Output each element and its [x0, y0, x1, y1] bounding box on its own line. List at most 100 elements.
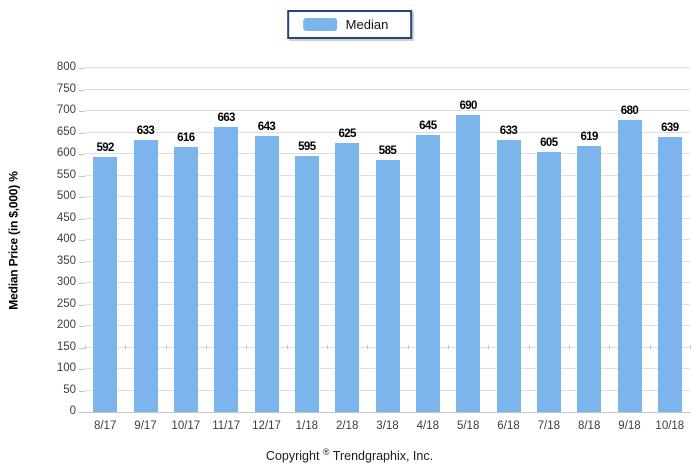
legend: Median — [286, 10, 413, 39]
bar-value-label: 639 — [661, 122, 679, 135]
x-tick-mark — [125, 345, 127, 349]
x-tick-label: 4/18 — [416, 420, 440, 432]
x-tick-label: 2/18 — [335, 420, 359, 432]
bar-value-label: 595 — [298, 141, 316, 154]
x-tick-mark — [448, 345, 449, 349]
y-tick-label: 600 — [56, 147, 76, 159]
x-tick-label: 6/18 — [497, 420, 520, 432]
x-tick-mark — [488, 345, 490, 349]
bar — [93, 157, 118, 412]
x-tick-label: 7/18 — [537, 420, 561, 432]
x-tick-mark — [327, 345, 328, 349]
bar — [456, 115, 481, 412]
y-tick-label: 0 — [69, 405, 76, 417]
y-tick-mark — [79, 390, 85, 392]
x-tick-label: 10/17 — [171, 420, 201, 432]
registered-symbol: ® — [322, 447, 330, 457]
bar-value-label: 643 — [257, 120, 276, 133]
y-tick-mark — [79, 240, 85, 241]
y-tick-mark — [79, 283, 85, 284]
y-tick-label: 350 — [56, 254, 76, 267]
bar — [657, 137, 682, 412]
bar-value-label: 645 — [419, 119, 437, 132]
bar-value-label: 680 — [620, 104, 639, 117]
bar-value-label: 585 — [378, 145, 397, 158]
y-tick-label: 250 — [56, 297, 76, 310]
y-tick-label: 50 — [63, 383, 76, 396]
y-tick-label: 100 — [56, 362, 76, 374]
copyright-text: Copyright ® Trendgraphix, Inc. — [0, 447, 699, 463]
gridline — [85, 153, 690, 154]
bar-value-label: 625 — [338, 128, 356, 141]
y-tick-label: 150 — [56, 340, 76, 353]
x-tick-label: 10/18 — [655, 420, 685, 432]
x-tick-mark — [609, 345, 611, 349]
bar — [536, 151, 561, 412]
x-tick-mark — [286, 345, 288, 349]
bar-value-label: 605 — [540, 136, 558, 149]
y-tick-label: 550 — [56, 168, 76, 181]
x-tick-mark — [367, 345, 369, 349]
bar — [133, 139, 158, 412]
gridline — [85, 88, 690, 90]
x-tick-label: 9/17 — [134, 420, 157, 432]
bar — [173, 147, 198, 412]
x-tick-mark — [165, 345, 167, 349]
y-tick-label: 700 — [56, 104, 76, 116]
bar-value-label: 633 — [499, 124, 518, 137]
x-tick-label: 1/18 — [295, 420, 319, 432]
copyright-prefix: Copyright — [265, 449, 320, 464]
y-tick-mark — [79, 218, 85, 220]
y-tick-mark — [79, 347, 85, 349]
y-tick-mark — [79, 132, 85, 134]
x-tick-mark — [407, 345, 409, 349]
x-tick-mark — [528, 345, 530, 349]
bar — [335, 143, 360, 412]
bar — [577, 145, 602, 412]
y-tick-mark — [79, 369, 85, 370]
x-tick-label: 8/18 — [577, 420, 601, 432]
bar-value-label: 690 — [459, 100, 477, 113]
y-tick-mark — [79, 154, 85, 155]
gridline — [85, 67, 690, 68]
x-tick-label: 11/17 — [212, 420, 241, 432]
gridline — [85, 131, 690, 133]
bar-value-label: 619 — [580, 130, 598, 143]
gridline — [85, 110, 690, 111]
x-tick-label: 8/17 — [93, 420, 117, 432]
x-tick-mark — [85, 345, 86, 349]
x-tick-label: 5/18 — [456, 420, 480, 432]
y-axis-labels: 0 50 100 150 200 250 300 350 400 450 500 550 600 650 7… — [0, 61, 76, 417]
y-tick-label: 400 — [56, 233, 76, 245]
x-tick-mark — [569, 345, 570, 349]
y-tick-label: 300 — [56, 276, 76, 288]
y-tick-mark — [79, 197, 85, 198]
bar-value-label: 592 — [96, 142, 114, 155]
x-tick-mark — [649, 345, 651, 349]
x-axis-labels: 8/17 9/17 10/17 11/17 12/17 1/18 2/18 3/18 4/18 5… — [85, 420, 690, 436]
y-tick-mark — [79, 261, 85, 263]
x-tick-label: 12/17 — [252, 420, 281, 432]
y-tick-mark — [79, 111, 85, 112]
y-tick-label: 500 — [56, 190, 76, 202]
x-tick-label: 3/18 — [376, 420, 399, 432]
bar — [254, 135, 279, 412]
bar — [214, 126, 239, 412]
x-tick-mark — [690, 345, 691, 349]
y-tick-label: 800 — [56, 61, 76, 73]
y-tick-label: 200 — [56, 319, 76, 331]
bar-value-label: 663 — [217, 111, 235, 124]
bar — [496, 139, 521, 412]
y-tick-label: 650 — [56, 125, 76, 138]
plot-area: 592 633 616 663 643 595 625 585 645 690 633 605 619 6… — [85, 67, 690, 413]
x-tick-mark — [206, 345, 207, 349]
bar — [415, 134, 440, 412]
y-tick-mark — [79, 68, 85, 69]
y-tick-mark — [79, 304, 85, 306]
x-tick-label: 9/18 — [618, 420, 641, 432]
bar — [375, 160, 400, 412]
y-tick-mark — [79, 89, 85, 91]
bar — [617, 119, 642, 412]
bar-value-label: 633 — [136, 124, 155, 137]
y-tick-mark — [79, 175, 85, 177]
